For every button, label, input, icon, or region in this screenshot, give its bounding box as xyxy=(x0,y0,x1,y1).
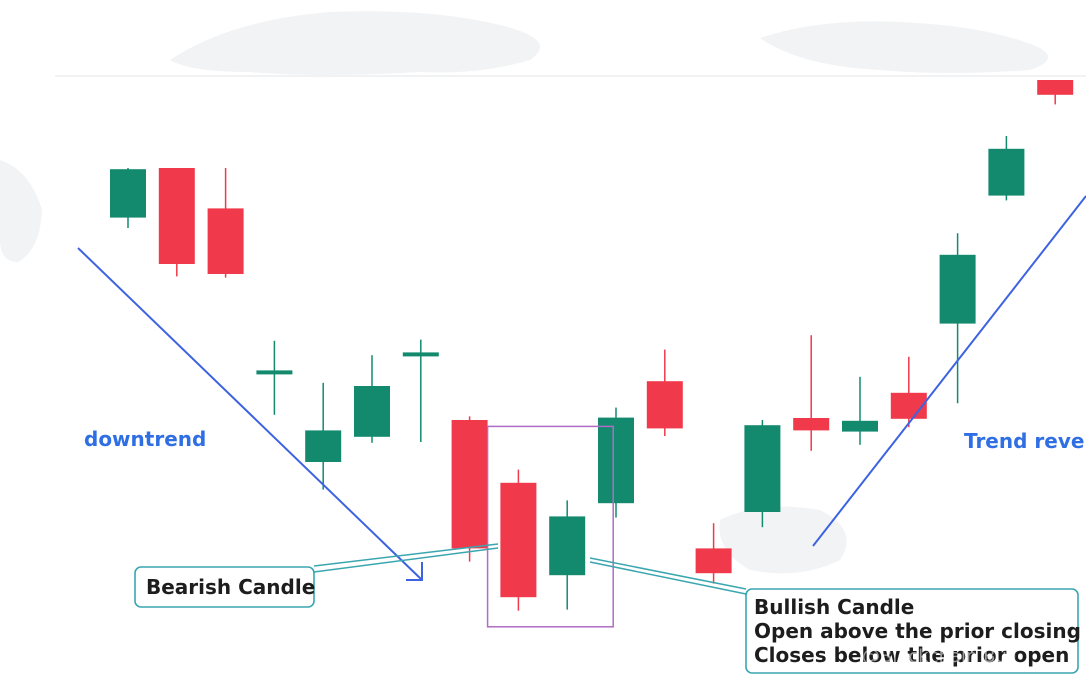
candle-body xyxy=(842,420,878,432)
candle-body xyxy=(793,418,830,431)
candle-body xyxy=(158,168,195,264)
candle-7 xyxy=(402,339,439,442)
candle-body xyxy=(1037,80,1074,95)
uptrend-line xyxy=(812,195,1086,547)
map-shape-lower xyxy=(719,506,847,574)
watermark-text: @Blockchain Bull xyxy=(862,646,1017,667)
candle-3 xyxy=(207,168,244,278)
candle-body xyxy=(988,148,1025,196)
candle-body xyxy=(646,381,683,429)
candle-12 xyxy=(646,349,683,436)
pattern-highlight-box xyxy=(486,425,614,628)
candle-1 xyxy=(110,168,146,228)
map-watermark xyxy=(0,11,1048,574)
candle-15 xyxy=(793,335,830,451)
candle-18 xyxy=(939,233,976,404)
candle-19 xyxy=(988,136,1025,201)
candle-body xyxy=(207,208,244,274)
bearish-callout-text: Bearish Candle xyxy=(146,575,315,599)
callout-leaders xyxy=(313,543,747,595)
candle-16 xyxy=(842,376,878,445)
candle-10 xyxy=(549,500,586,610)
bearish-leader-1 xyxy=(313,543,499,567)
candle-14 xyxy=(744,420,781,528)
candle-body xyxy=(890,392,927,419)
bearish-leader-2 xyxy=(313,547,499,573)
downtrend-label: downtrend xyxy=(84,427,206,451)
candle-5 xyxy=(305,382,342,490)
bullish-callout-line-2: Open above the prior closing xyxy=(754,619,1081,643)
map-shape-west xyxy=(0,160,42,262)
bullish-callout-line-1: Bullish Candle xyxy=(754,595,914,619)
candle-body xyxy=(695,548,732,574)
candle-body xyxy=(500,482,537,598)
candle-body xyxy=(744,425,781,512)
candle-body xyxy=(402,352,439,357)
downtrend-arrowhead xyxy=(406,562,423,581)
candle-6 xyxy=(354,355,390,443)
candle-body xyxy=(451,420,488,549)
downtrend-line xyxy=(77,247,423,581)
candle-4 xyxy=(256,340,293,415)
bearish-callout-box xyxy=(134,566,315,608)
candle-13 xyxy=(695,523,732,584)
candle-body xyxy=(354,386,390,437)
map-shape-northeast xyxy=(760,21,1048,73)
bullish-callout-line-3: Closes below the prior open xyxy=(754,643,1069,667)
candle-body xyxy=(256,370,293,375)
bullish-callout-box xyxy=(745,588,1079,674)
candle-17 xyxy=(890,356,927,428)
map-shape-north xyxy=(170,11,540,76)
candles-group xyxy=(110,80,1074,611)
candle-body xyxy=(110,169,146,218)
candle-body xyxy=(939,254,976,324)
candle-11 xyxy=(598,407,634,518)
candle-body xyxy=(598,417,634,504)
candle-2 xyxy=(158,168,195,277)
candle-9 xyxy=(500,469,537,611)
candle-body xyxy=(305,430,342,462)
uptrend-label: Trend rever xyxy=(964,429,1086,453)
bullish-leader-1 xyxy=(589,557,747,590)
candle-20 xyxy=(1037,80,1074,105)
candle-body xyxy=(549,516,586,576)
candle-8 xyxy=(451,416,488,562)
bullish-leader-2 xyxy=(589,561,747,595)
